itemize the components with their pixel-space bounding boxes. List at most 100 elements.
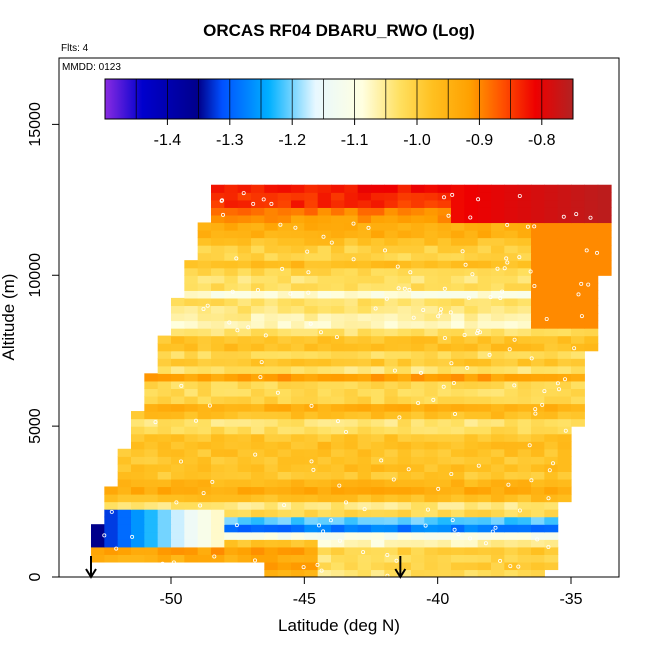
- heatmap-cell: [184, 380, 199, 390]
- heatmap-cell: [291, 478, 305, 488]
- heatmap-cell: [584, 343, 599, 352]
- heatmap-cell: [144, 448, 159, 457]
- sample-point: [476, 463, 481, 468]
- heatmap-cell: [517, 531, 532, 540]
- heatmap-cell: [544, 380, 559, 390]
- heatmap-cell: [424, 395, 439, 405]
- sample-point: [466, 295, 471, 300]
- heatmap-cell: [544, 320, 559, 329]
- heatmap-cell: [251, 192, 265, 201]
- heatmap-cell: [531, 275, 545, 284]
- heatmap-cell: [344, 290, 359, 299]
- heatmap-cell: [584, 237, 599, 246]
- heatmap-cell: [517, 290, 532, 299]
- heatmap-cell: [437, 388, 452, 397]
- heatmap-cell: [131, 478, 145, 488]
- heatmap-cell: [317, 214, 332, 224]
- heatmap-cell: [397, 297, 412, 307]
- heatmap-cell: [344, 524, 359, 533]
- heatmap-cell: [317, 388, 332, 397]
- heatmap-cell: [477, 395, 492, 405]
- heatmap-cell: [224, 433, 239, 442]
- heatmap-cell: [304, 358, 319, 367]
- heatmap-cell: [464, 388, 479, 397]
- heatmap-cell: [504, 199, 519, 208]
- heatmap-cell: [277, 275, 292, 284]
- heatmap-cell: [344, 516, 359, 525]
- heatmap-cell: [531, 524, 545, 533]
- heatmap-cell: [424, 373, 439, 382]
- heatmap-cell: [437, 290, 452, 299]
- heatmap-layer: [91, 184, 612, 577]
- heatmap-cell: [504, 229, 519, 239]
- heatmap-cell: [557, 418, 572, 427]
- heatmap-cell: [437, 524, 452, 533]
- heatmap-cell: [184, 478, 199, 488]
- heatmap-cell: [197, 554, 212, 563]
- heatmap-cell: [597, 192, 612, 201]
- heatmap-cell: [197, 275, 212, 284]
- heatmap-cell: [331, 509, 345, 518]
- heatmap-cell: [171, 531, 185, 540]
- heatmap-cell: [184, 282, 199, 291]
- sample-point: [234, 523, 239, 528]
- heatmap-cell: [504, 328, 519, 337]
- heatmap-cell: [344, 509, 359, 518]
- heatmap-cell: [451, 433, 465, 442]
- heatmap-cell: [344, 192, 359, 201]
- heatmap-cell: [557, 471, 572, 480]
- sample-points: [102, 191, 600, 577]
- heatmap-cell: [597, 229, 612, 239]
- heatmap-cell: [251, 320, 265, 329]
- heatmap-cell: [277, 214, 292, 224]
- heatmap-cell: [464, 433, 479, 442]
- sample-point: [306, 270, 311, 275]
- heatmap-cell: [144, 554, 159, 563]
- heatmap-cell: [504, 539, 519, 548]
- sample-point: [207, 403, 212, 408]
- heatmap-cell: [531, 192, 545, 201]
- heatmap-cell: [451, 335, 465, 344]
- sample-point: [425, 507, 430, 512]
- heatmap-cell: [291, 395, 305, 405]
- heatmap-cell: [291, 312, 305, 322]
- heatmap-cell: [317, 305, 332, 314]
- heatmap-cell: [251, 245, 265, 254]
- heatmap-cell: [291, 305, 305, 314]
- heatmap-cell: [224, 411, 239, 420]
- heatmap-cell: [437, 418, 452, 427]
- heatmap-cell: [117, 478, 132, 488]
- heatmap-cell: [171, 456, 185, 465]
- heatmap-cell: [197, 350, 212, 359]
- heatmap-cell: [424, 343, 439, 352]
- sample-point: [220, 212, 225, 217]
- sample-point: [529, 356, 534, 361]
- heatmap-cell: [557, 395, 572, 405]
- heatmap-cell: [411, 426, 425, 435]
- heatmap-cell: [397, 411, 412, 420]
- heatmap-cell: [144, 388, 159, 397]
- heatmap-cell: [451, 569, 465, 577]
- heatmap-cell: [184, 471, 199, 480]
- heatmap-cell: [477, 494, 492, 503]
- heatmap-cell: [251, 275, 265, 284]
- heatmap-cell: [397, 403, 412, 412]
- heatmap-cell: [317, 554, 332, 563]
- heatmap-cell: [477, 456, 492, 465]
- sample-point: [227, 320, 232, 325]
- sample-point: [382, 248, 387, 253]
- colorbar-tick-label: -1.1: [341, 132, 369, 149]
- heatmap-cell: [384, 569, 399, 577]
- heatmap-cell: [424, 305, 439, 314]
- heatmap-cell: [184, 539, 199, 548]
- sample-point: [505, 260, 510, 265]
- heatmap-cell: [264, 569, 279, 577]
- sample-point: [579, 281, 584, 286]
- heatmap-cell: [597, 207, 612, 216]
- heatmap-cell: [437, 380, 452, 390]
- heatmap-cell: [437, 297, 452, 307]
- heatmap-cell: [357, 494, 372, 503]
- heatmap-cell: [557, 207, 572, 216]
- heatmap-cell: [477, 486, 492, 495]
